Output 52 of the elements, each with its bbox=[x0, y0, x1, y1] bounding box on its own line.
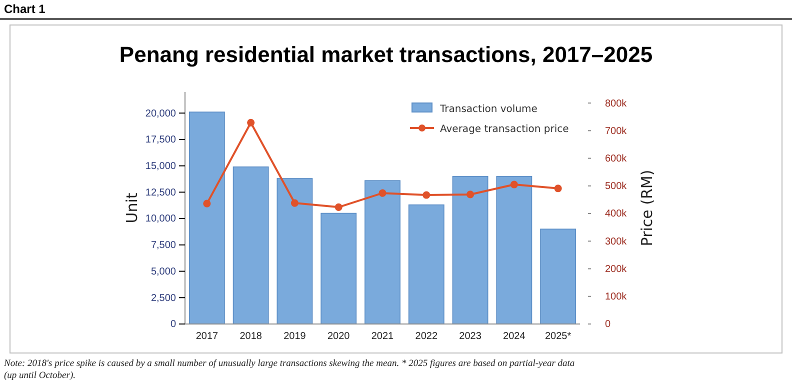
y2-axis-title: Price (RM) bbox=[638, 170, 656, 246]
chart-title: Penang residential market transactions, 2017–2025 bbox=[119, 42, 653, 67]
x-tick-label: 2017 bbox=[196, 331, 219, 342]
y-tick-label: 2,500 bbox=[150, 292, 176, 304]
bar bbox=[540, 228, 576, 324]
bar bbox=[452, 176, 488, 324]
y-axis-title: Unit bbox=[123, 192, 141, 224]
x-tick-label: 2018 bbox=[240, 331, 262, 342]
x-tick-label: 2021 bbox=[371, 331, 394, 342]
x-tick-label: 2020 bbox=[327, 331, 350, 342]
legend-label: Transaction volume bbox=[439, 104, 538, 115]
bar bbox=[364, 180, 400, 324]
point bbox=[247, 118, 255, 126]
y2-tick-label: 100k bbox=[605, 292, 628, 303]
x-tick-label: 2019 bbox=[284, 331, 306, 342]
bar bbox=[188, 112, 225, 324]
point bbox=[554, 184, 562, 192]
y-tick-label: 5,000 bbox=[150, 266, 176, 278]
y2-tick-label: 400k bbox=[605, 208, 628, 220]
y2-tick-label: 200k bbox=[605, 264, 628, 275]
bar bbox=[496, 176, 532, 324]
x-tick-label: 2022 bbox=[415, 331, 438, 342]
legend-label: Average transaction price bbox=[440, 124, 569, 135]
point bbox=[378, 189, 386, 197]
y2-tick-label: 300k bbox=[605, 236, 628, 248]
y-tick-label: 0 bbox=[170, 319, 176, 330]
bar bbox=[408, 204, 444, 324]
y-tick-label: 15,000 bbox=[145, 161, 176, 172]
point bbox=[203, 200, 211, 208]
y-tick-label: 20,000 bbox=[145, 108, 176, 120]
y-tick-label: 12,500 bbox=[145, 187, 176, 198]
caption: Chart 1 bbox=[4, 2, 46, 16]
point bbox=[334, 203, 342, 211]
y2-tick-label: 0 bbox=[605, 319, 611, 330]
y-tick-label: 17,500 bbox=[145, 134, 176, 146]
y2-tick-label: 500k bbox=[605, 181, 628, 192]
point bbox=[290, 199, 299, 207]
x-tick-label: 2024 bbox=[503, 331, 526, 342]
y-tick-label: 10,000 bbox=[145, 214, 176, 225]
point bbox=[510, 180, 518, 188]
bar bbox=[320, 212, 357, 324]
point bbox=[422, 191, 430, 199]
y2-tick-label: 700k bbox=[605, 126, 628, 137]
y2-tick-label: 800k bbox=[605, 98, 628, 110]
bar bbox=[276, 178, 313, 324]
x-tick-label: 2023 bbox=[459, 331, 482, 342]
x-tick-label: 2025* bbox=[544, 331, 572, 342]
text: Note: 2018's price spike is caused by a small number of unusually large transactions skewing the mean. * 2025 figures are based on partial-year data (up until October). bbox=[3, 359, 575, 381]
y-tick-label: 7,500 bbox=[150, 240, 176, 252]
y2-tick-label: 600k bbox=[605, 153, 628, 164]
point bbox=[466, 190, 474, 198]
bar bbox=[232, 166, 269, 324]
